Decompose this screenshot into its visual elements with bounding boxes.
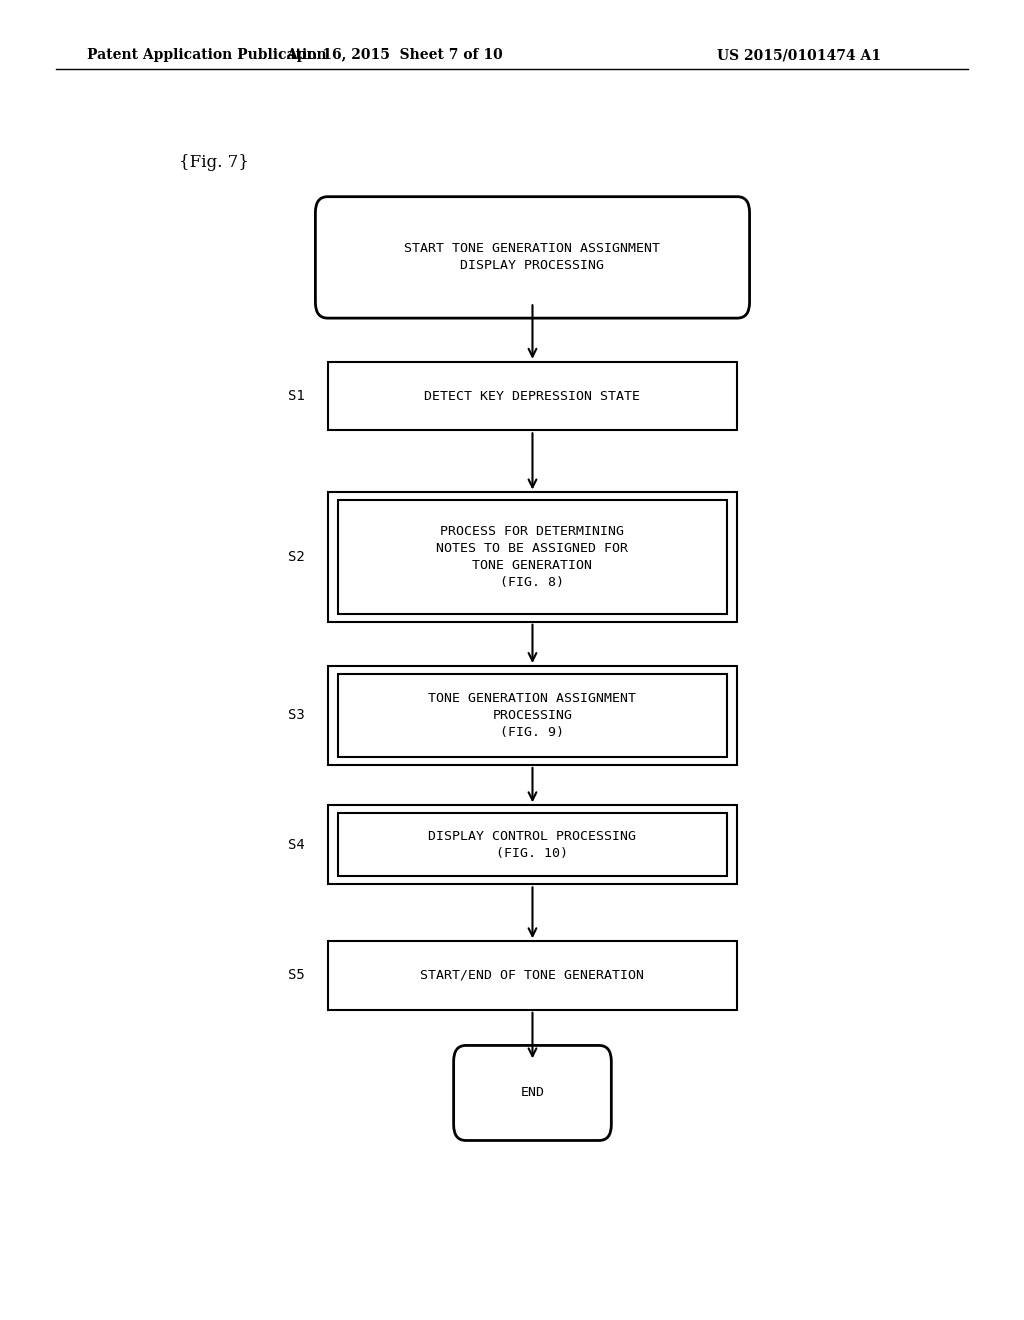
- Bar: [328, 805, 737, 884]
- Bar: [328, 362, 737, 430]
- Bar: [328, 665, 737, 764]
- Text: {Fig. 7}: {Fig. 7}: [179, 154, 249, 170]
- Text: S5: S5: [289, 969, 305, 982]
- Text: DISPLAY CONTROL PROCESSING
(FIG. 10): DISPLAY CONTROL PROCESSING (FIG. 10): [428, 830, 637, 859]
- Text: Patent Application Publication: Patent Application Publication: [87, 49, 327, 62]
- Bar: [338, 500, 727, 614]
- Text: US 2015/0101474 A1: US 2015/0101474 A1: [717, 49, 881, 62]
- Text: DETECT KEY DEPRESSION STATE: DETECT KEY DEPRESSION STATE: [425, 389, 640, 403]
- Text: START TONE GENERATION ASSIGNMENT
DISPLAY PROCESSING: START TONE GENERATION ASSIGNMENT DISPLAY…: [404, 243, 660, 272]
- Text: END: END: [520, 1086, 545, 1100]
- Text: PROCESS FOR DETERMINING
NOTES TO BE ASSIGNED FOR
TONE GENERATION
(FIG. 8): PROCESS FOR DETERMINING NOTES TO BE ASSI…: [436, 525, 629, 589]
- Text: S2: S2: [289, 550, 305, 564]
- Text: START/END OF TONE GENERATION: START/END OF TONE GENERATION: [421, 969, 644, 982]
- Text: S3: S3: [289, 709, 305, 722]
- Bar: [338, 673, 727, 758]
- Text: Apr. 16, 2015  Sheet 7 of 10: Apr. 16, 2015 Sheet 7 of 10: [286, 49, 503, 62]
- FancyBboxPatch shape: [315, 197, 750, 318]
- Text: S1: S1: [289, 389, 305, 403]
- Bar: [338, 813, 727, 876]
- Text: TONE GENERATION ASSIGNMENT
PROCESSING
(FIG. 9): TONE GENERATION ASSIGNMENT PROCESSING (F…: [428, 692, 637, 739]
- FancyBboxPatch shape: [454, 1045, 611, 1140]
- Text: S4: S4: [289, 838, 305, 851]
- Bar: [328, 941, 737, 1010]
- Bar: [328, 492, 737, 622]
